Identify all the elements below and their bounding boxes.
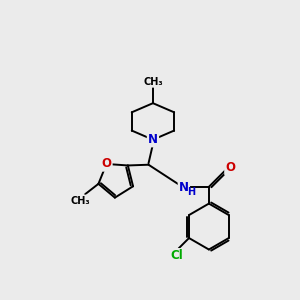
Text: N: N: [148, 133, 158, 146]
Text: O: O: [101, 158, 112, 170]
Text: H: H: [187, 187, 195, 197]
Text: Cl: Cl: [170, 249, 183, 262]
Text: N: N: [179, 181, 189, 194]
Text: O: O: [225, 161, 236, 174]
Text: CH₃: CH₃: [70, 196, 90, 206]
Text: CH₃: CH₃: [143, 77, 163, 87]
